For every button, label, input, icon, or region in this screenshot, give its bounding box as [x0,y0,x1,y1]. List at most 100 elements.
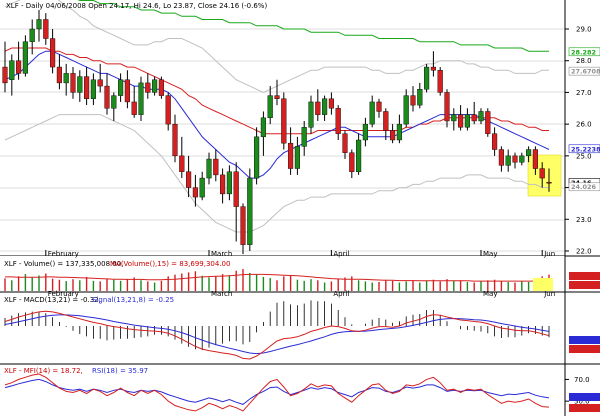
candle-body [362,123,368,141]
candle-body [16,60,22,74]
rsi-label-a: XLF - MFI(14) = 18.72, [4,367,83,375]
month-label: Jun [543,250,555,258]
candle-body [383,111,389,131]
price-badge-label: 27.6708 [571,68,600,76]
candle-body [430,66,436,71]
month-label-repeat: Jun [543,290,555,298]
candle-body [349,152,355,172]
price-tick-label: 27.0 [576,89,592,97]
price-badge-label: 25.2238 [571,145,600,153]
candle-body [254,136,260,179]
candle-body [526,149,532,157]
volume-ma-line [5,273,550,282]
candle-body [50,38,56,68]
rsi-tick-label: 30.0 [574,398,590,406]
month-label: April [333,250,349,258]
macd-badge-red [569,345,600,353]
chart-header: XLF - Daily 04/06/2008 Open 24.17, Hi 24… [6,2,267,10]
candle-body [29,28,35,42]
price-tick-label: 22.0 [576,248,592,256]
candle-body [390,130,396,141]
candle-body [546,181,552,184]
candle-body [179,155,185,172]
price-tick-label: 28.0 [576,57,592,65]
price-panel [0,0,600,256]
candle-body [70,73,76,93]
candle-body [22,41,28,74]
candle-body [519,155,525,163]
candle-body [301,127,307,147]
volume-panel [0,256,565,292]
rsi-badge-blue [569,393,600,401]
candle-body [267,95,273,118]
candle-body [471,114,477,122]
price-badge [568,182,600,192]
candle-body [532,149,538,169]
candle-body [539,168,545,179]
candle-body [274,95,280,99]
candle-body [152,79,158,93]
candle-body [342,133,348,153]
candle-body [131,101,137,115]
candle-body [56,66,62,84]
candle-body [43,19,49,39]
month-label: March [211,250,232,258]
volume-badge-bg [569,272,600,280]
candle-body [158,79,164,96]
candle-body [315,101,321,115]
lower-band-line [4,114,549,233]
price-badge [568,66,600,76]
macd-badge-blue [569,336,600,344]
candle-body [396,123,402,141]
candle-body [97,79,103,87]
candle-body [118,79,124,96]
candle-body [124,79,130,103]
rsi-tick-label: 70.0 [574,376,590,384]
candle-body [505,155,511,166]
candle-body [9,60,15,80]
candle-body [247,177,253,245]
volume-ma-badge-bg [569,281,600,289]
candle-body [356,139,362,172]
rsi-label-b: RSI(18) = 35.97 [92,367,148,375]
candle-body [233,171,239,207]
candle-body [498,149,504,166]
candle-body [369,101,375,125]
price-badge [568,144,600,154]
candle-body [213,158,219,176]
candle-body [165,95,171,125]
candle-body [172,123,178,157]
candle-body [451,114,457,122]
candle-body [322,98,328,115]
candle-body [281,98,287,144]
candle-body [77,76,83,93]
price-badge-label: 24.026 [571,183,597,191]
candle-body [192,187,198,198]
candle-body [206,158,212,179]
candle-body [478,111,484,122]
price-badge-label: 28.282 [571,48,596,56]
candle-body [458,114,464,128]
candle-body [308,101,314,128]
candle-body [2,66,8,84]
candle-body [294,146,300,169]
candle-body [90,79,96,99]
volume-highlight [533,278,553,291]
macd-label-b: Signal(13,21,8) = -0.25 [92,296,174,304]
candle-body [328,98,334,109]
candle-body [403,95,409,125]
candle-body [226,171,232,195]
month-label-repeat: March [211,290,232,298]
candle-body [186,171,192,188]
rsi-badge-red [569,404,600,412]
candle-body [288,142,294,169]
candle-body [444,92,450,122]
month-label: February [48,250,79,258]
macd-line [4,310,550,360]
candle-body [145,82,151,93]
price-tick-label: 23.0 [576,216,592,224]
price-tick-label: 29.0 [576,26,592,34]
candle-body [376,101,382,112]
candle-body [111,95,117,109]
candle-body [410,95,416,106]
